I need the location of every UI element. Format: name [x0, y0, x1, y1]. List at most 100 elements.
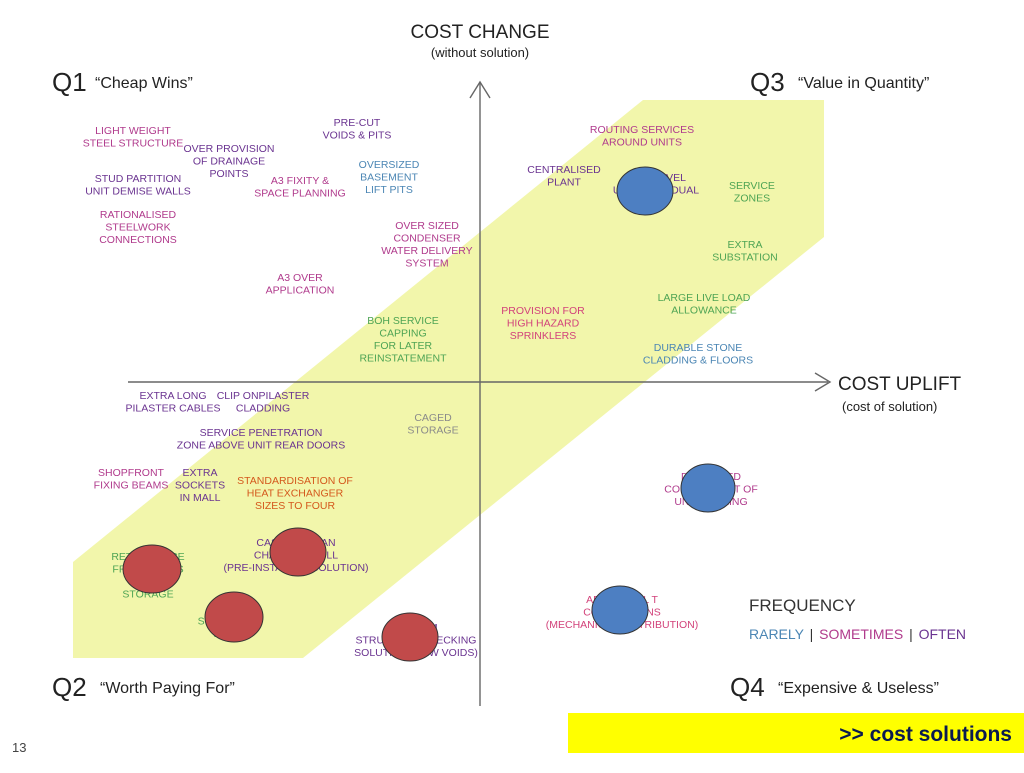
y-axis-title: COST CHANGE: [410, 22, 549, 43]
item-label-line: CENTRALISED: [527, 164, 601, 176]
item-label-line: STEELWORK: [105, 222, 170, 234]
legend-sometimes: SOMETIMES: [819, 626, 903, 642]
item-label-line: UNIT DEMISE WALLS: [85, 186, 191, 198]
item-boh-service: BOH SERVICE CAPPING FOR LATER REINSTATEMENT: [359, 315, 447, 365]
slide-number: 13: [12, 740, 27, 755]
quadrant-q3-title: Q3 “Value in Quantity”: [750, 67, 929, 97]
legend-often: OFTEN: [919, 626, 966, 642]
item-heat-exchanger: STANDARDISATION OF HEAT EXCHANGER SIZES TO…: [237, 475, 353, 512]
item-label-line: EXTRA LONG: [139, 390, 206, 402]
item-extra-substation: EXTRA SUBSTATION: [712, 239, 778, 264]
item-rationalised-steel: RATIONALISED STEELWORK CONNECTIONS: [99, 209, 177, 246]
item-label-line: LARGE LIVE LOAD: [658, 292, 751, 304]
item-high-hazard: PROVISION FOR HIGH HAZARD SPRINKLERS: [501, 305, 585, 342]
marker-blue-dot[interactable]: [591, 585, 649, 635]
item-label-line: RATIONALISED: [100, 209, 177, 221]
legend-rarely: RARELY: [749, 626, 805, 642]
item-precut-voids: PRE-CUT VOIDS & PITS: [323, 117, 392, 142]
cost-solutions-link[interactable]: >> cost solutions: [568, 713, 1024, 753]
item-label-line: CLADDING: [236, 403, 290, 415]
item-label-line: ZONES: [734, 193, 770, 205]
item-label-line: SOCKETS: [175, 480, 225, 492]
item-label-line: SERVICE PENETRATION: [200, 427, 323, 439]
item-label-line: SIZES TO FOUR: [255, 500, 336, 512]
marker-blue-dot[interactable]: [680, 463, 736, 513]
item-label-line: EXTRA: [727, 239, 762, 251]
x-axis-title: COST UPLIFT: [838, 374, 962, 395]
q3-id: Q3: [750, 67, 785, 97]
marker-blue-dot[interactable]: [616, 166, 674, 216]
item-label-line: SERVICE: [729, 180, 775, 192]
legend-scale: RARELY | SOMETIMES | OFTEN: [749, 626, 966, 642]
item-label-line: POINTS: [209, 168, 248, 180]
item-label-line: ZONE ABOVE UNIT REAR DOORS: [177, 440, 345, 452]
item-label-line: OVERSIZED: [359, 159, 420, 171]
item-label-line: HIGH HAZARD: [507, 318, 580, 330]
quadrant-q4-title: Q4 “Expensive & Useless”: [730, 672, 939, 702]
item-shopfront-beams: SHOPFRONT FIXING BEAMS: [94, 467, 169, 492]
q4-name: “Expensive & Useless”: [778, 680, 939, 697]
item-label-line: APPLICATION: [266, 285, 335, 297]
x-axis-subtitle: (cost of solution): [842, 399, 937, 414]
item-service-zones: SERVICE ZONES: [729, 180, 775, 205]
item-label-line: STORAGE: [407, 425, 458, 437]
item-label-line: PLANT: [547, 177, 581, 189]
item-label-line: STUD PARTITION: [95, 173, 182, 185]
item-durable-stone: DURABLE STONE CLADDING & FLOORS: [643, 342, 753, 367]
item-label-line: CAGED: [414, 412, 452, 424]
quadrant-q1-title: Q1 “Cheap Wins”: [52, 67, 193, 97]
item-label-line: AROUND UNITS: [602, 137, 682, 149]
item-label-line: CONNECTIONS: [99, 234, 177, 246]
item-label-line: PRE-CUT: [334, 117, 381, 129]
q2-name: “Worth Paying For”: [100, 680, 235, 697]
item-label-line: SPRINKLERS: [510, 330, 577, 342]
item-label-line: SPACE PLANNING: [254, 188, 345, 200]
frequency-legend: FREQUENCY RARELY | SOMETIMES | OFTEN: [749, 596, 966, 642]
item-label-line: SYSTEM: [405, 258, 448, 270]
item-centralised-plant: CENTRALISED PLANT: [527, 164, 601, 189]
item-label-line: SHOPFRONT: [98, 467, 165, 479]
item-label-line: OVER PROVISION: [183, 143, 274, 155]
q1-id: Q1: [52, 67, 87, 97]
markers: [122, 166, 736, 662]
y-axis-arrowhead: [469, 80, 491, 99]
item-clip-on-pilaster: CLIP ONPILASTER CLADDING: [217, 390, 310, 415]
legend-separator: |: [810, 626, 814, 642]
item-condenser: OVER SIZED CONDENSER WATER DELIVERY SYSTEM: [381, 220, 472, 270]
item-label-line: VOIDS & PITS: [323, 130, 392, 142]
item-label-line: BASEMENT: [360, 172, 418, 184]
item-label-line: CLADDING & FLOORS: [643, 355, 753, 367]
q4-id: Q4: [730, 672, 765, 702]
item-label-line: DURABLE STONE: [654, 342, 743, 354]
marker-red-dot[interactable]: [381, 612, 439, 662]
item-label-line: HEAT EXCHANGER: [247, 488, 344, 500]
marker-red-dot[interactable]: [122, 544, 182, 594]
item-routing-services: ROUTING SERVICES AROUND UNITS: [590, 124, 694, 149]
item-label-line: A3 OVER: [277, 272, 323, 284]
item-label-line: LIFT PITS: [365, 184, 413, 196]
item-label-line: FIXING BEAMS: [94, 480, 169, 492]
item-label-line: A3 FIXITY &: [271, 175, 329, 187]
item-lightweight-steel: LIGHT WEIGHT STEEL STRUCTURE: [83, 125, 184, 150]
item-label-line: SUBSTATION: [712, 252, 778, 264]
marker-red-dot[interactable]: [269, 527, 327, 577]
item-label-line: STANDARDISATION OF: [237, 475, 353, 487]
item-label-line: LIGHT WEIGHT: [95, 125, 171, 137]
item-label-line: OVER SIZED: [395, 220, 459, 232]
q1-name: “Cheap Wins”: [95, 75, 193, 92]
item-a3-over: A3 OVER APPLICATION: [266, 272, 335, 297]
item-label-line: PILASTER CABLES: [125, 403, 220, 415]
item-oversized-basement: OVERSIZED BASEMENT LIFT PITS: [359, 159, 420, 196]
item-label-line: CLIP ONPILASTER: [217, 390, 310, 402]
item-large-live-load: LARGE LIVE LOAD ALLOWANCE: [658, 292, 751, 317]
item-label-line: PROVISION FOR: [501, 305, 585, 317]
item-label-line: STEEL STRUCTURE: [83, 138, 184, 150]
item-label-line: BOH SERVICE: [367, 315, 439, 327]
marker-red-dot[interactable]: [204, 591, 264, 643]
highlight-band: [73, 100, 824, 658]
item-label-line: EXTRA: [182, 467, 217, 479]
item-label-line: OF DRAINAGE: [193, 156, 265, 168]
item-label-line: IN MALL: [180, 492, 221, 504]
